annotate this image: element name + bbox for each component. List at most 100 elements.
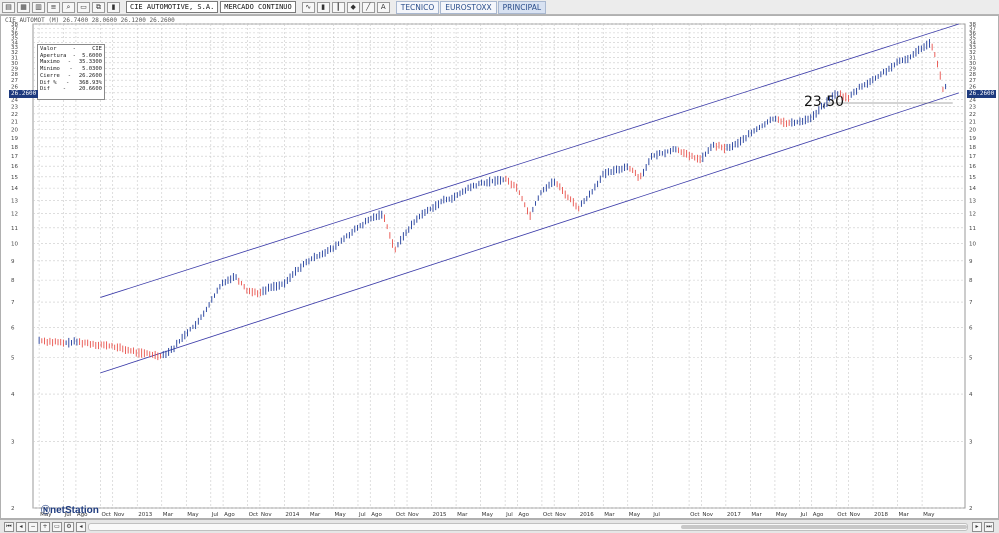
scroll-left-icon[interactable]: ◂ <box>76 522 86 532</box>
y-tick-label-left: 24 <box>11 98 18 104</box>
y-tick-label-right: 5 <box>969 355 973 361</box>
y-tick-label-right: 37 <box>969 26 976 32</box>
info-label: Apertura <box>40 52 67 59</box>
y-tick-label-left: 32 <box>11 50 18 56</box>
y-tick-label-right: 23 <box>969 105 976 111</box>
bar-chart-icon[interactable]: ▮ <box>316 1 330 13</box>
y-tick-label-left: 15 <box>11 175 18 181</box>
x-tick-label: May <box>776 512 788 518</box>
chart-header: CIE AUTOMOT (M) 26.7400 28.0600 26.1200 … <box>5 17 175 24</box>
text-icon[interactable]: A <box>376 1 390 13</box>
x-tick-label: Mar <box>457 512 468 518</box>
x-tick-label: Nov <box>850 512 861 518</box>
price-marker-right: 26.2600 <box>967 90 997 98</box>
fit-icon[interactable]: ▭ <box>52 522 62 532</box>
y-tick-label-left: 10 <box>11 241 18 247</box>
line-chart-icon[interactable]: ∿ <box>301 1 315 13</box>
info-row: Cierre -26.2600 <box>40 73 102 80</box>
prev-icon[interactable]: ◂ <box>16 522 26 532</box>
netstation-logo: ⓃnetStation <box>41 505 99 516</box>
y-tick-label-right: 38 <box>969 22 976 28</box>
open-icon[interactable]: ▤ <box>2 1 15 13</box>
y-tick-label-right: 15 <box>969 175 976 181</box>
chart-type-icon[interactable]: ▮ <box>107 1 120 13</box>
y-tick-label-right: 27 <box>969 78 976 84</box>
x-tick-label: Nov <box>114 512 125 518</box>
y-tick-label-right: 10 <box>969 241 976 247</box>
zoom-icon[interactable]: ⌕ <box>62 1 75 13</box>
y-tick-label-right: 22 <box>969 112 976 118</box>
x-tick-label: Ago <box>77 512 88 518</box>
chart-area[interactable]: 2 2 3 3 4 4 5 5 6 6 7 7 8 8 9 9 10 10 11 11 12 12 13 13 14 14 15 15… <box>0 15 999 519</box>
y-tick-label-right: 4 <box>969 392 973 398</box>
x-tick-label: Oct <box>101 512 111 518</box>
market-field[interactable]: MERCADO CONTINUO <box>220 1 296 13</box>
y-tick-label-right: 33 <box>969 45 976 51</box>
x-tick-label: May <box>40 512 52 518</box>
y-tick-label-right: 32 <box>969 50 976 56</box>
list-icon[interactable]: ≡ <box>47 1 60 13</box>
zoom-out-icon[interactable]: − <box>28 522 38 532</box>
x-tick-label: Jul <box>505 512 513 518</box>
x-tick-label: Mar <box>751 512 762 518</box>
x-tick-label: May <box>187 512 199 518</box>
window-icon[interactable]: ▭ <box>77 1 90 13</box>
y-tick-label-right: 12 <box>969 211 976 217</box>
x-tick-label: 2013 <box>138 512 152 518</box>
channel-line <box>100 23 959 298</box>
last-icon[interactable]: ⏭ <box>984 522 994 532</box>
info-sep: - <box>72 46 76 52</box>
grid-icon[interactable]: ▦ <box>17 1 30 13</box>
symbol-field[interactable]: CIE AUTOMOTIVE, S.A. <box>126 1 219 13</box>
channel-line <box>100 92 959 374</box>
settings-icon[interactable]: ⚙ <box>64 522 74 532</box>
y-tick-label-right: 9 <box>969 259 973 265</box>
scroll-right-icon[interactable]: ▸ <box>972 522 982 532</box>
y-tick-label-left: 33 <box>11 45 18 51</box>
y-tick-label-left: 4 <box>11 392 15 398</box>
info-row: Apertura -5.6000 <box>40 53 102 60</box>
y-tick-label-right: 14 <box>969 186 976 192</box>
y-tick-label-left: 16 <box>11 164 18 170</box>
indicator-icon[interactable]: ◆ <box>346 1 360 13</box>
x-tick-label: Oct <box>690 512 700 518</box>
zoom-in-icon[interactable]: + <box>40 522 50 532</box>
x-tick-label: Mar <box>310 512 321 518</box>
x-tick-label: Ago <box>224 512 235 518</box>
drawing-icon[interactable]: ╱ <box>361 1 375 13</box>
y-tick-label-left: 38 <box>11 22 18 28</box>
x-tick-label: Nov <box>408 512 419 518</box>
y-tick-label-left: 21 <box>11 119 18 125</box>
tab-principal[interactable]: PRINCIPAL <box>497 0 547 14</box>
print-icon[interactable]: ▥ <box>32 1 45 13</box>
info-label: Valor <box>40 46 57 52</box>
compare-icon[interactable]: ⧉ <box>92 1 105 13</box>
scroll-thumb[interactable] <box>681 525 967 529</box>
horizontal-scrollbar[interactable]: ⏮ ◂ − + ▭ ⚙ ◂ ▸ ⏭ <box>0 519 999 533</box>
first-icon[interactable]: ⏮ <box>4 522 14 532</box>
x-tick-label: Jul <box>652 512 660 518</box>
tab-tecnico[interactable]: TECNICO <box>395 0 440 14</box>
scroll-track[interactable] <box>88 523 968 531</box>
x-tick-label: Oct <box>396 512 406 518</box>
x-tick-label: May <box>482 512 494 518</box>
info-sep: - <box>66 79 70 86</box>
info-label: Dif % <box>40 79 57 86</box>
y-tick-label-right: 26 <box>969 84 976 90</box>
y-tick-label-right: 31 <box>969 55 976 61</box>
tab-eurostoxx[interactable]: EUROSTOXX <box>440 0 497 14</box>
y-tick-label-right: 19 <box>969 136 976 142</box>
y-tick-label-left: 20 <box>11 128 18 134</box>
y-tick-label-left: 31 <box>11 55 18 61</box>
candle-icon[interactable]: ┃ <box>331 1 345 13</box>
info-sep: - <box>69 66 73 73</box>
y-tick-label-left: 22 <box>11 112 18 118</box>
info-sep: - <box>67 59 71 66</box>
y-tick-label-left: 11 <box>11 226 18 232</box>
level-annotation: 23,50 <box>804 94 844 110</box>
info-value: 35.3300 <box>78 59 102 66</box>
price-marker-left: 26.2600 <box>9 90 39 98</box>
logo-mark-icon: Ⓝ <box>41 505 51 515</box>
info-label: Dif <box>40 86 50 93</box>
